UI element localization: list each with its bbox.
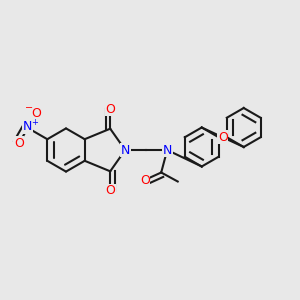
Text: N: N (163, 143, 172, 157)
Text: O: O (14, 137, 24, 150)
Text: +: + (31, 118, 38, 127)
Text: O: O (31, 107, 41, 120)
Text: O: O (105, 103, 115, 116)
Text: N: N (23, 120, 32, 133)
Text: O: O (140, 173, 150, 187)
Text: O: O (218, 131, 228, 144)
Text: −: − (26, 103, 34, 113)
Text: N: N (121, 143, 130, 157)
Text: O: O (105, 184, 115, 197)
